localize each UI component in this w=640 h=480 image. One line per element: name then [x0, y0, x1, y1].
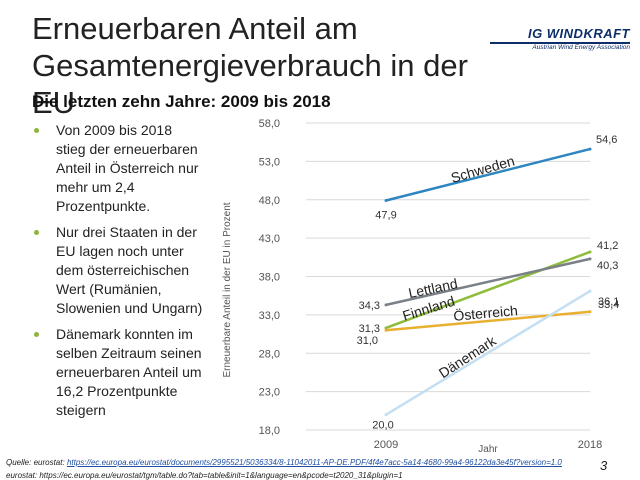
x-tick-label: 2009 — [374, 439, 398, 451]
data-point — [588, 310, 592, 314]
data-point — [384, 326, 388, 330]
x-tick-label: 2018 — [578, 439, 602, 451]
data-point — [588, 250, 592, 254]
data-label: 31,3 — [359, 323, 380, 335]
source-line-2: eurostat: https://ec.europa.eu/eurostat/… — [6, 471, 403, 480]
logo-subtext: Austrian Wind Energy Association — [532, 44, 630, 51]
data-label: 36,1 — [598, 296, 619, 308]
series-name-label: Schweden — [449, 152, 516, 185]
y-tick-label: 18,0 — [259, 425, 280, 437]
data-label: 31,0 — [357, 335, 378, 347]
page-number: 3 — [600, 458, 608, 473]
series-name-label: Österreich — [453, 301, 519, 324]
data-label: 47,9 — [375, 210, 396, 222]
source-line-1: Quelle: eurostat: https://ec.europa.eu/e… — [6, 458, 562, 467]
y-tick-label: 43,0 — [259, 233, 280, 245]
bullet-text: Von 2009 bis 2018 stieg der erneuerbaren… — [56, 122, 199, 214]
x-axis-title: Jahr — [478, 444, 498, 455]
y-tick-label: 58,0 — [259, 118, 280, 130]
y-tick-label: 38,0 — [259, 272, 280, 284]
data-point — [384, 413, 388, 417]
data-label: 41,2 — [597, 240, 618, 252]
y-axis-title: Erneuerbare Anteil in der EU in Prozent — [222, 202, 233, 377]
bullet-text: Dänemark konnten im selben Zeitraum sein… — [56, 326, 202, 418]
series-line — [385, 290, 591, 416]
series-name-label: Dänemark — [436, 332, 500, 381]
source-link[interactable]: https://ec.europa.eu/eurostat/documents/… — [66, 458, 562, 467]
source-label: Quelle: eurostat: — [6, 458, 65, 467]
bullet-dot-icon — [34, 230, 39, 235]
bullet-text: Nur drei Staaten in der EU lagen noch un… — [56, 224, 203, 316]
data-point — [384, 199, 388, 203]
bullet-item: Von 2009 bis 2018 stieg der erneuerbaren… — [34, 121, 204, 216]
data-label: 33,4 — [598, 299, 619, 311]
data-point — [588, 147, 592, 151]
data-point — [384, 303, 388, 307]
bullet-item: Nur drei Staaten in der EU lagen noch un… — [34, 223, 204, 318]
axis-layer: 18,0 23,0 28,0 33,0 38,0 43,0 48,0 53,0 58,0 2009… — [222, 118, 602, 455]
series-line — [385, 257, 591, 307]
series-layer — [384, 147, 592, 417]
bullet-dot-icon — [34, 332, 39, 337]
logo-underline — [490, 42, 630, 44]
data-label: 34,3 — [359, 300, 380, 312]
y-tick-label: 53,0 — [259, 156, 280, 168]
y-tick-label: 28,0 — [259, 348, 280, 360]
series-line — [385, 310, 591, 332]
series-line — [385, 147, 591, 202]
y-tick-label: 23,0 — [259, 387, 280, 399]
data-point — [588, 289, 592, 293]
slide-title: Erneuerbaren Anteil am Gesamtenergieverb… — [32, 11, 468, 120]
ig-windkraft-logo: IG WINDKRAFT Austrian Wind Energy Associ… — [490, 26, 630, 51]
y-tick-label: 48,0 — [259, 195, 280, 207]
y-tick-label: 33,0 — [259, 310, 280, 322]
data-label: 20,0 — [372, 420, 393, 432]
slide-subtitle: Die letzten zehn Jahre: 2009 bis 2018 — [32, 92, 331, 111]
bullet-dot-icon — [34, 128, 39, 133]
series-line — [385, 250, 591, 330]
bullet-list: Von 2009 bis 2018 stieg der erneuerbaren… — [34, 121, 204, 427]
bullet-item: Dänemark konnten im selben Zeitraum sein… — [34, 325, 204, 420]
data-point — [588, 257, 592, 261]
data-label: 40,3 — [597, 260, 618, 272]
data-label: 54,6 — [596, 134, 617, 146]
data-point — [384, 328, 388, 332]
logo-text: IG WINDKRAFT — [527, 26, 630, 41]
